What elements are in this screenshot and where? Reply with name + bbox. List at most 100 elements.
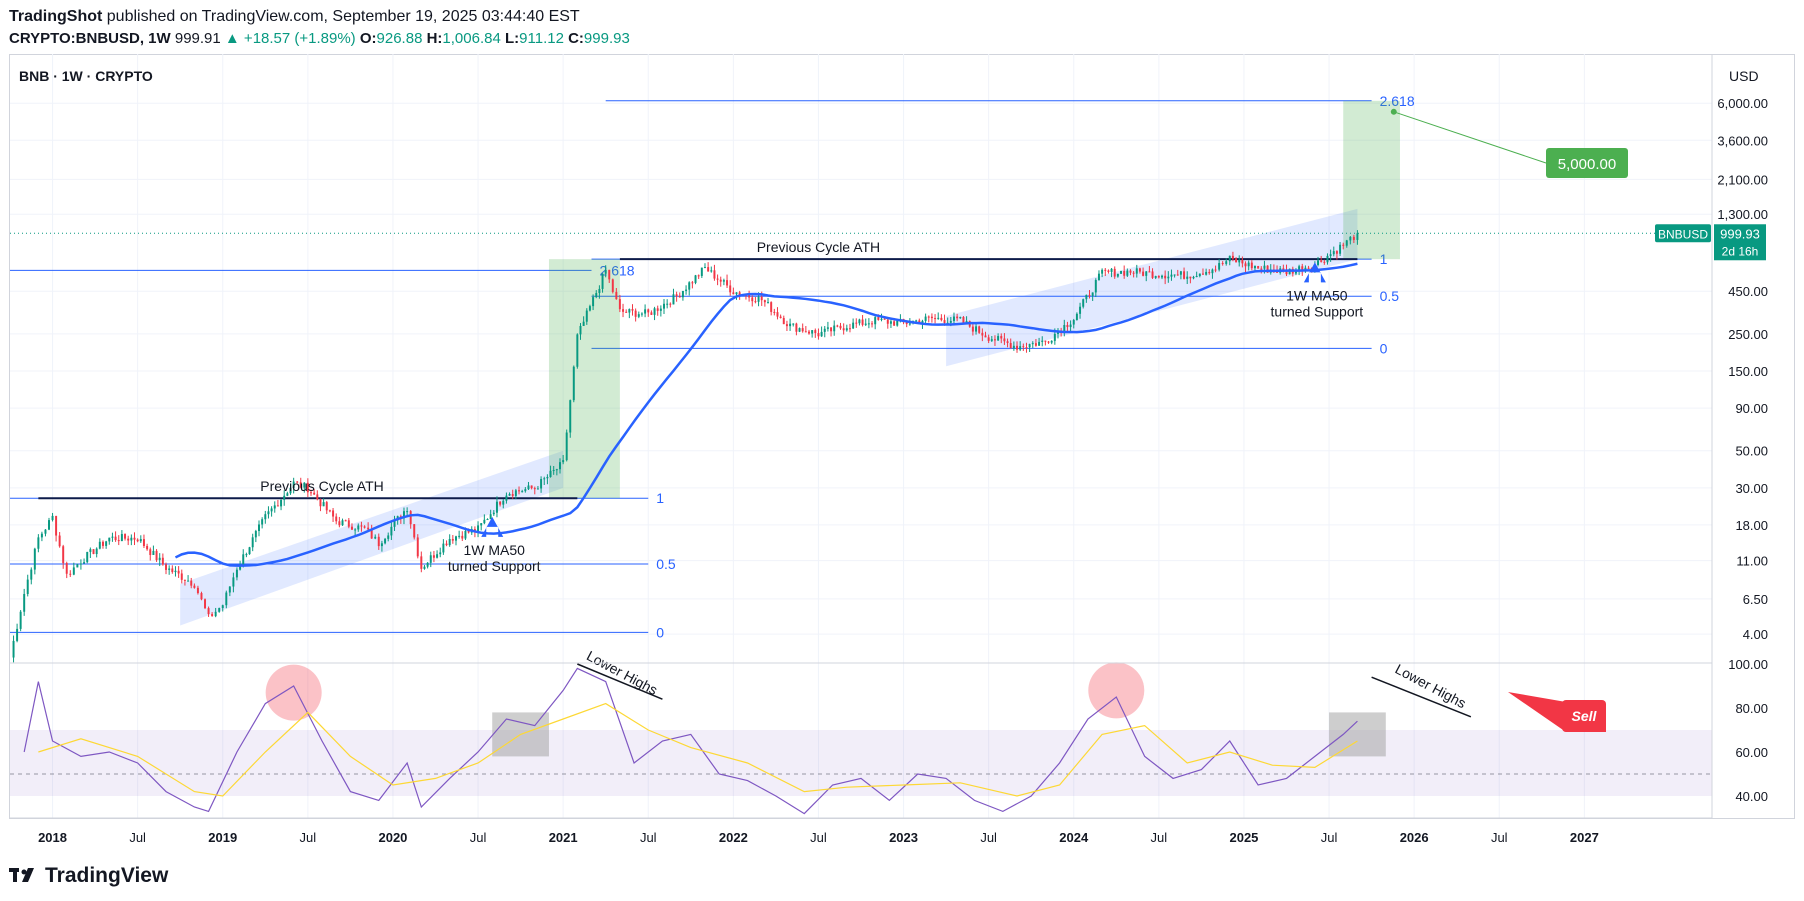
candle-body: [874, 317, 877, 325]
author-name[interactable]: TradingShot: [9, 8, 103, 25]
ma-support-annotation-sub: turned Support: [448, 558, 541, 574]
candle-body: [1183, 271, 1186, 279]
candle-body: [650, 312, 653, 315]
lower-highs-line: [1371, 676, 1472, 718]
candle-body: [1129, 270, 1132, 273]
price-tick-label: 1,300.00: [1717, 207, 1768, 222]
candle-body: [1044, 340, 1047, 342]
candle-body: [193, 585, 196, 588]
candle-body: [880, 318, 883, 320]
candle-body: [694, 275, 697, 283]
candle-body: [133, 537, 136, 540]
candle-body: [978, 326, 981, 333]
candle-body: [726, 280, 729, 286]
candle-body: [492, 512, 495, 515]
candle-body: [678, 296, 681, 298]
candle-body: [1022, 346, 1025, 348]
candle-body: [1116, 273, 1119, 277]
candle-body: [445, 543, 448, 546]
candle-body: [1189, 276, 1192, 279]
candle-body: [214, 611, 217, 617]
candle-body: [555, 469, 558, 471]
time-tick-label: 2021: [549, 830, 578, 845]
candle-body: [62, 546, 65, 564]
fib-level-label: 1: [656, 490, 664, 506]
candle-body: [883, 318, 886, 320]
candle-body: [239, 564, 242, 570]
candle-body: [146, 545, 149, 550]
candle-body: [23, 593, 26, 612]
rsi-tick-label: 80.00: [1735, 701, 1768, 716]
candle-body: [779, 316, 782, 319]
candle-body: [653, 308, 656, 315]
fib-level-label: 0.5: [1380, 288, 1400, 304]
symbol-label[interactable]: CRYPTO:BNBUSD, 1W: [9, 30, 171, 47]
candle-body: [161, 557, 164, 565]
candle-body: [19, 611, 22, 629]
candle-body: [1221, 263, 1224, 265]
candle-body: [1326, 255, 1329, 263]
candle-body: [458, 535, 461, 537]
sell-callout-box: [1562, 700, 1606, 732]
candle-body: [773, 311, 776, 313]
candle-body: [168, 568, 171, 570]
candle-body: [436, 554, 439, 558]
candle-body: [867, 323, 870, 325]
candle-body: [187, 580, 190, 582]
candle-body: [319, 499, 322, 507]
candle-body: [1053, 333, 1056, 341]
candle-body: [984, 335, 987, 338]
candle-body: [502, 500, 505, 505]
candle-body: [634, 310, 637, 317]
candle-body: [521, 491, 524, 493]
candle-body: [576, 334, 579, 367]
open-label: O:: [359, 30, 377, 47]
time-tick-label: Jul: [1491, 830, 1508, 845]
candle-body: [139, 539, 142, 542]
candle-body: [344, 520, 347, 522]
candle-body: [1038, 341, 1041, 346]
candle-body: [924, 316, 927, 321]
rsi-tick-label: 40.00: [1735, 789, 1768, 804]
candle-body: [245, 554, 248, 556]
candle-body: [1016, 345, 1019, 350]
publish-line: TradingShot published on TradingView.com…: [9, 7, 580, 27]
candle-body: [313, 492, 316, 495]
candle-body: [949, 320, 952, 323]
candle-body: [1342, 244, 1345, 246]
candle-body: [754, 301, 757, 303]
candle-body: [377, 536, 380, 547]
candle-body: [801, 328, 804, 332]
candle-body: [495, 501, 498, 513]
currency-label[interactable]: USD: [1729, 68, 1759, 84]
candle-body: [98, 541, 101, 549]
candle-body: [631, 309, 634, 311]
candle-body: [448, 538, 451, 546]
candle-body: [1345, 240, 1348, 246]
candle-body: [1198, 273, 1201, 277]
candle-body: [26, 579, 29, 594]
candle-body: [105, 541, 108, 546]
rsi-line: [23, 667, 1358, 815]
candle-body: [604, 269, 607, 274]
candle-body: [795, 323, 798, 332]
projection-box-2026: [1343, 100, 1400, 260]
candle-body: [628, 309, 631, 313]
candle-body: [347, 520, 350, 527]
candle-body: [1151, 271, 1154, 278]
candle-body: [738, 292, 741, 296]
candle-body: [1253, 265, 1256, 269]
candle-body: [864, 323, 867, 325]
candle-body: [990, 339, 993, 341]
candle-body: [1079, 306, 1082, 314]
candle-body: [1148, 271, 1151, 273]
rsi-band: [10, 730, 1712, 796]
rsi-peak-circle: [1088, 662, 1145, 719]
candle-body: [514, 490, 517, 496]
candle-body: [432, 555, 435, 558]
candle-body: [225, 592, 228, 606]
time-tick-label: 2018: [38, 830, 67, 845]
rsi-peak-circle: [265, 664, 322, 721]
candle-body: [598, 288, 601, 294]
